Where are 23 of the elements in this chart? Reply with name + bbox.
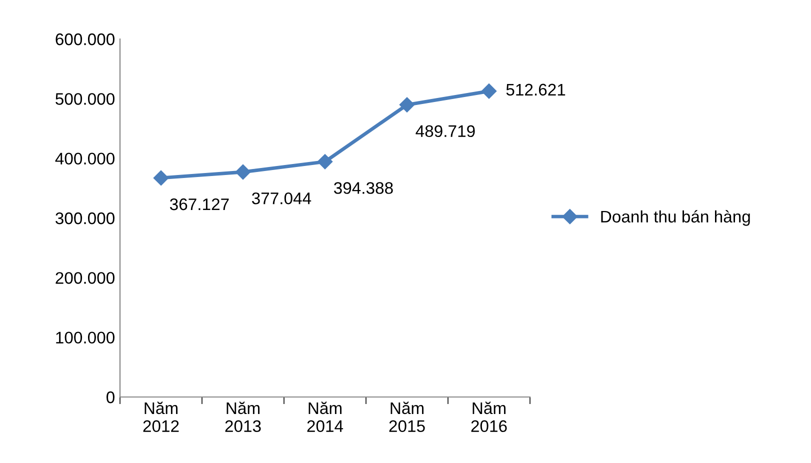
y-tick-label: 400.000 [55, 152, 114, 165]
x-tick-label: Năm 2014 [307, 402, 344, 432]
data-label: 367.127 [170, 198, 229, 210]
point [153, 170, 169, 186]
point [481, 84, 497, 99]
y-tick-label: 200.000 [56, 272, 114, 284]
point [317, 154, 333, 170]
legend-label: Doanh thu bán hàng [601, 210, 750, 226]
point [235, 164, 251, 180]
data-label: 377.044 [252, 192, 312, 204]
x-tick-label: Năm 2015 [389, 402, 425, 432]
point [399, 97, 415, 112]
y-tick-label: 600.000 [56, 33, 114, 46]
y-tick-label: 500.000 [56, 93, 114, 105]
y-tick-label: 300.000 [56, 212, 114, 224]
data-label: 489.719 [416, 125, 475, 138]
x-tick-label: Năm 2012 [143, 402, 179, 432]
x-tick-label: Năm 2016 [471, 402, 507, 432]
x-tick-label: Năm 2013 [225, 402, 261, 432]
y-tick-label: 100.000 [56, 332, 114, 344]
data-label: 394.388 [334, 182, 393, 194]
y-tick-label: 0 [106, 391, 114, 404]
data-label: 512.621 [506, 84, 566, 96]
